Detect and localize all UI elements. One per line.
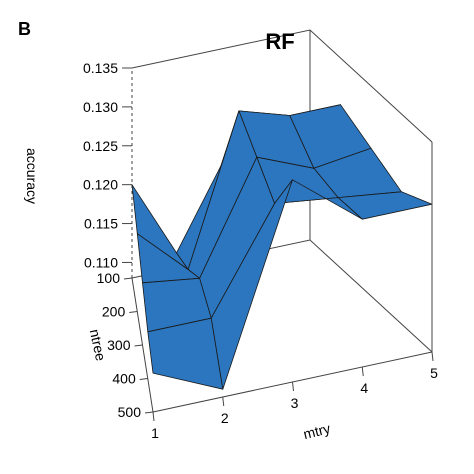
- y-tick-mark: [134, 344, 143, 347]
- z-tick-label: 0.115: [84, 216, 118, 232]
- y-tick-mark: [139, 378, 148, 380]
- z-tick-label: 0.135: [83, 60, 118, 76]
- y-tick-label: 300: [107, 337, 131, 353]
- y-tick-mark: [144, 411, 154, 414]
- x-tick-mark: [292, 381, 294, 392]
- surface-facet-3-3: [337, 191, 433, 220]
- x-tick-label: 5: [430, 365, 438, 381]
- chart-title: RF: [265, 29, 294, 54]
- y-axis-label: ntree: [87, 328, 109, 363]
- surface-mesh: [131, 104, 433, 390]
- y-tick-label: 500: [118, 404, 142, 420]
- x-axis-label: mtry: [302, 420, 332, 442]
- y-tick-mark: [129, 311, 138, 313]
- x-tick-mark: [431, 351, 434, 362]
- x-tick-mark: [152, 411, 155, 422]
- z-tick-label: 0.120: [83, 177, 118, 193]
- surface-facet-3-0: [147, 317, 224, 390]
- z-tick-label: 0.125: [83, 138, 118, 154]
- y-tick-label: 200: [102, 304, 126, 320]
- box-top-back: [131, 29, 433, 143]
- z-tick-label: 0.130: [83, 99, 118, 115]
- z-tick-label: 0.110: [84, 254, 118, 270]
- x-tick-mark: [222, 396, 225, 407]
- x-tick-label: 3: [291, 395, 299, 411]
- z-axis-label: accuracy: [24, 148, 40, 204]
- axis-ticks: 0.110 0.115 0.120 0.125 0.130 0.135 100 200 300 4…: [83, 60, 438, 441]
- panel-label: B: [18, 19, 31, 39]
- y-tick-mark: [123, 277, 133, 280]
- y-tick-label: 400: [112, 371, 136, 387]
- x-tick-label: 1: [151, 425, 159, 441]
- x-tick-mark: [361, 366, 364, 377]
- x-tick-label: 4: [360, 380, 368, 396]
- x-tick-label: 2: [221, 410, 229, 426]
- y-tick-label: 100: [97, 270, 121, 286]
